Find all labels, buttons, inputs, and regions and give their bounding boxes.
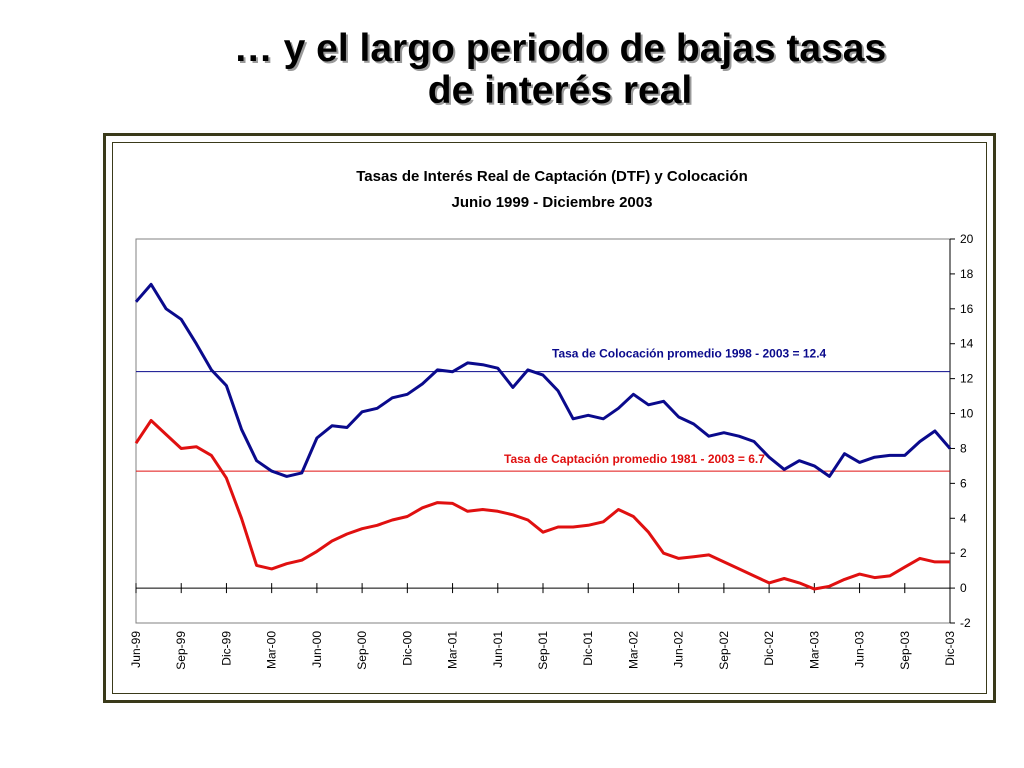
- x-tick-label: Jun-02: [672, 631, 686, 668]
- y-tick-label: 20: [960, 232, 974, 246]
- chart-title: Tasas de Interés Real de Captación (DTF)…: [356, 168, 748, 185]
- x-tick-label: Dic-01: [581, 631, 595, 666]
- chart-subtitle: Junio 1999 - Diciembre 2003: [452, 194, 653, 211]
- y-tick-label: 12: [960, 372, 974, 386]
- interest-rate-chart: Tasas de Interés Real de Captación (DTF)…: [129, 168, 974, 670]
- x-tick-label: Mar-03: [807, 631, 821, 669]
- y-tick-label: 6: [960, 476, 967, 490]
- plot-area: -2 0 2 4 6 8 10 12 14 16 18 20 Jun-99 Sep-99 Dic-99 Mar…: [129, 232, 974, 670]
- x-tick-label: Mar-01: [446, 631, 460, 669]
- x-tick-label: Dic-99: [219, 631, 233, 666]
- y-tick-label: -2: [960, 616, 971, 630]
- x-tick-label: Jun-99: [129, 631, 143, 668]
- y-tick-label: 18: [960, 267, 974, 281]
- x-tick-label: Sep-02: [717, 631, 731, 670]
- x-tick-label: Jun-00: [310, 631, 324, 668]
- x-tick-label: Mar-02: [626, 631, 640, 669]
- x-tick-label: Jun-01: [491, 631, 505, 668]
- chart-frame: Tasas de Interés Real de Captación (DTF)…: [103, 133, 996, 703]
- y-tick-label: 10: [960, 407, 974, 421]
- chart-frame-inner: [112, 142, 987, 694]
- x-tick-label: Sep-99: [174, 631, 188, 670]
- x-tick-label: Sep-03: [898, 631, 912, 670]
- x-tick-label: Jun-03: [853, 631, 867, 668]
- slide-title-line-1: … y el largo periodo de bajas tasas: [233, 27, 887, 70]
- x-tick-label: Dic-03: [943, 631, 957, 666]
- x-tick-label: Mar-00: [265, 631, 279, 669]
- y-tick-label: 14: [960, 337, 974, 351]
- y-tick-label: 8: [960, 441, 967, 455]
- x-tick-label: Sep-00: [355, 631, 369, 670]
- x-tick-label: Dic-00: [400, 631, 414, 666]
- reference-label-captacion: Tasa de Captación promedio 1981 - 2003 =…: [504, 452, 765, 466]
- y-tick-label: 0: [960, 581, 967, 595]
- x-tick-label: Sep-01: [536, 631, 550, 670]
- y-tick-label: 16: [960, 302, 974, 316]
- y-tick-label: 2: [960, 546, 967, 560]
- x-tick-label: Dic-02: [762, 631, 776, 666]
- series-line-captacion: [134, 419, 950, 591]
- reference-label-colocacion: Tasa de Colocación promedio 1998 - 2003 …: [552, 347, 827, 361]
- slide-title-line-2: de interés real: [427, 69, 693, 112]
- series-line-colocacion: [134, 282, 952, 478]
- slide-title: … y el largo periodo de bajas tasas de i…: [150, 28, 970, 112]
- y-tick-label: 4: [960, 511, 967, 525]
